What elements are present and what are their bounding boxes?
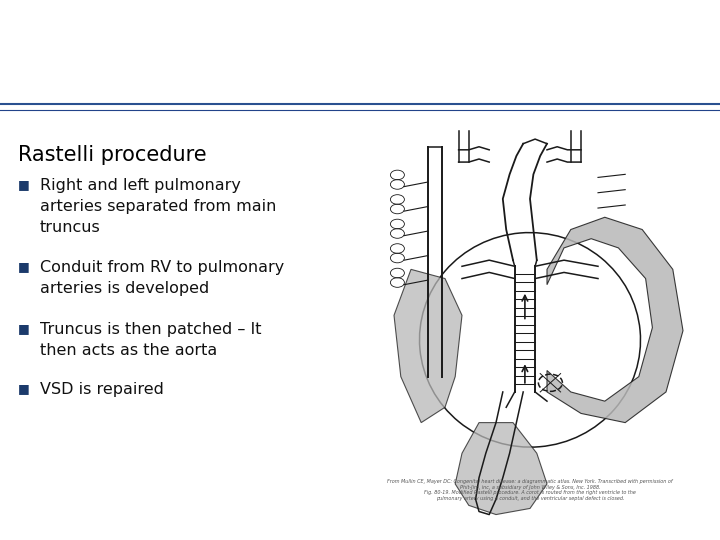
Text: ■: ■: [18, 260, 30, 273]
Text: Rastelli procedure: Rastelli procedure: [18, 145, 207, 165]
Text: VSD is repaired: VSD is repaired: [40, 382, 164, 397]
Text: ■: ■: [18, 322, 30, 335]
Text: ■: ■: [18, 382, 30, 395]
Text: ■: ■: [18, 178, 30, 191]
Text: Conduit from RV to pulmonary
arteries is developed: Conduit from RV to pulmonary arteries is…: [40, 260, 284, 296]
Polygon shape: [547, 217, 683, 423]
Polygon shape: [455, 423, 547, 515]
Polygon shape: [394, 269, 462, 423]
Text: Right and left pulmonary
arteries separated from main
truncus: Right and left pulmonary arteries separa…: [40, 178, 276, 235]
Text: Truncus is then patched – It
then acts as the aorta: Truncus is then patched – It then acts a…: [40, 322, 261, 358]
Text: Truncus Arteriosus
Management/Treatment: Truncus Arteriosus Management/Treatment: [134, 8, 586, 80]
Text: From Mullin CE, Mayer DC: Congenital heart disease: a diagrammatic atlas. New Yo: From Mullin CE, Mayer DC: Congenital hea…: [387, 479, 672, 501]
